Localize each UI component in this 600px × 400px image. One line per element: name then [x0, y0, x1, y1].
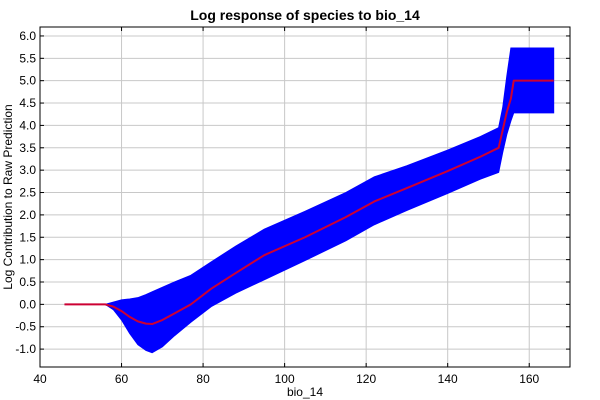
y-tick-label: 3.0	[19, 163, 36, 177]
y-tick-label: 6.0	[19, 29, 36, 43]
y-tick-label: 1.0	[19, 253, 36, 267]
y-tick-label: 5.5	[19, 51, 36, 65]
x-tick-label: 40	[33, 372, 47, 386]
x-tick-label: 140	[438, 372, 458, 386]
y-tick-label: 2.5	[19, 186, 36, 200]
response-line	[64, 79, 554, 326]
y-tick-label: 0.5	[19, 275, 36, 289]
y-tick-label: 5.0	[19, 74, 36, 88]
plot-frame	[39, 26, 571, 368]
y-tick-label: 1.5	[19, 230, 36, 244]
x-tick-label: 80	[196, 372, 210, 386]
y-tick-label: 2.0	[19, 208, 36, 222]
response-line-path	[64, 79, 554, 326]
chart-title: Log response of species to bio_14	[190, 7, 420, 23]
y-tick-label: -0.5	[15, 320, 36, 334]
x-tick-label: 60	[115, 372, 129, 386]
x-tick-label: 100	[275, 372, 295, 386]
y-tick-label: 4.5	[19, 96, 36, 110]
x-tick-label: 160	[519, 372, 539, 386]
y-tick-label: -1.0	[15, 342, 36, 356]
y-axis-label: Log Contribution to Raw Prediction	[1, 104, 15, 289]
y-axis-ticks: -1.0 -0.5 0.0 0.5 1.0 1.5 2.0 2.5 3.0 3.5 4.0 4.5 5.…	[15, 29, 570, 356]
x-axis-ticks: 40 60 80 100 120 140 160	[33, 27, 540, 386]
x-tick-label: 120	[356, 372, 376, 386]
x-axis-label: bio_14	[287, 385, 323, 399]
y-tick-label: 0.0	[19, 297, 36, 311]
y-tick-label: 4.0	[19, 118, 36, 132]
y-tick-label: 3.5	[19, 141, 36, 155]
